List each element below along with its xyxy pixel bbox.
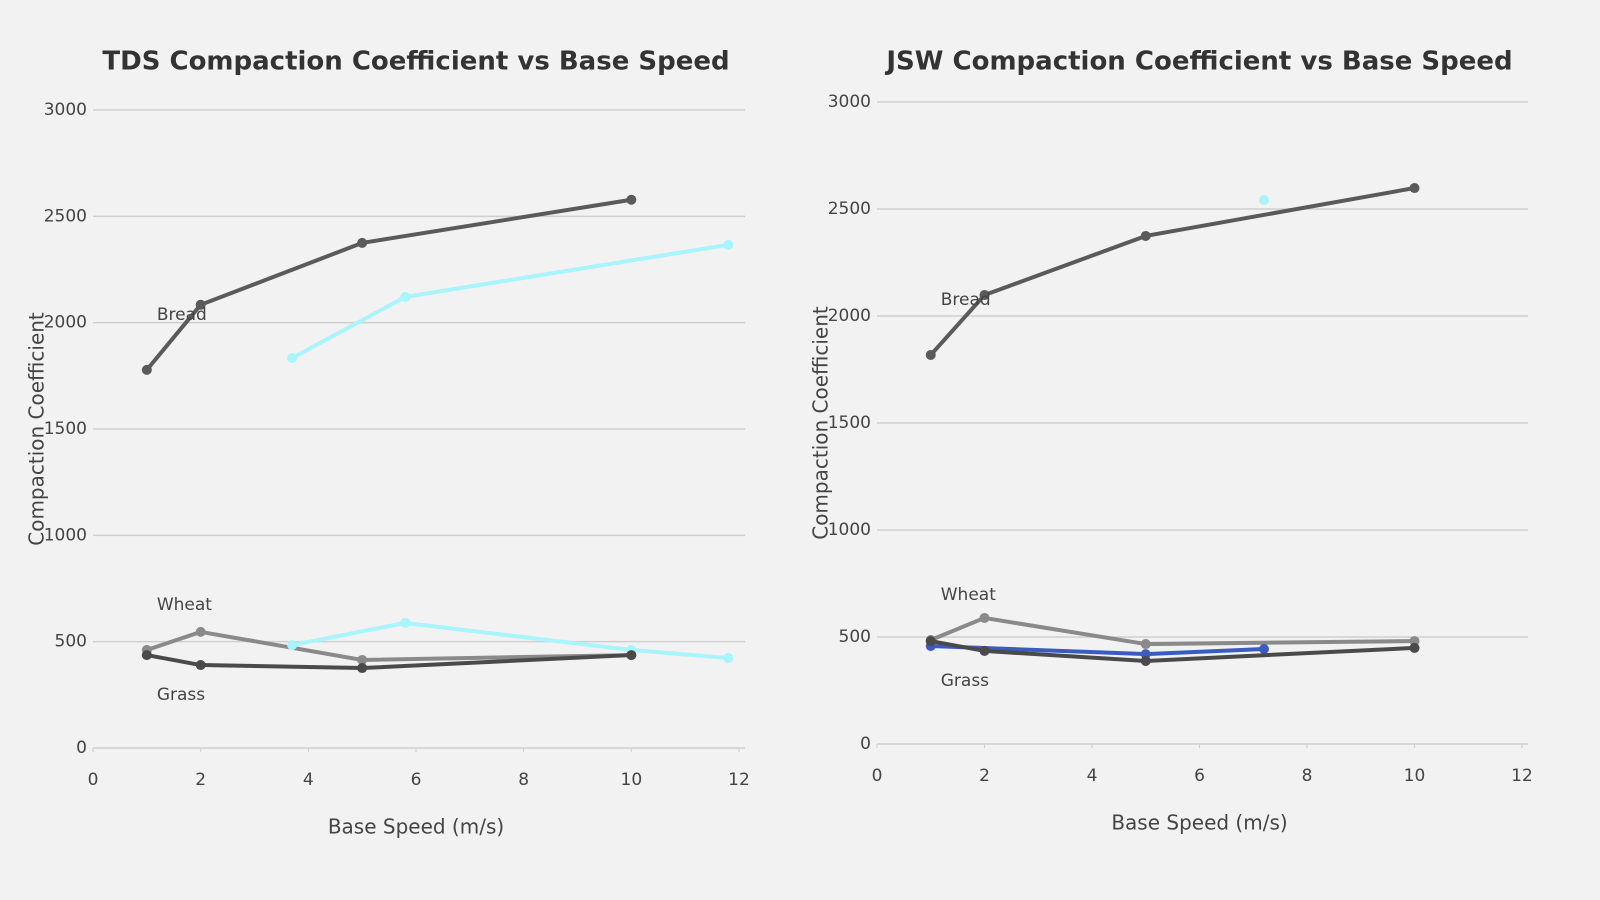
- x-tick-label: 0: [872, 766, 883, 786]
- point: [195, 660, 206, 671]
- x-tick-label: 12: [728, 770, 750, 790]
- point: [400, 291, 411, 302]
- series-line: [146, 653, 632, 671]
- point: [195, 299, 206, 310]
- series-label: Wheat: [941, 585, 996, 605]
- x-tick-label: 4: [1087, 766, 1098, 786]
- series-label: Wheat: [157, 595, 212, 615]
- y-tick-label: 1000: [44, 525, 87, 545]
- point: [195, 626, 206, 637]
- point: [979, 645, 990, 656]
- point: [1140, 639, 1151, 650]
- point: [723, 653, 734, 664]
- chart: TDS Compaction Coefficient vs Base Speed…: [25, 47, 750, 839]
- x-axis-title: Base Speed (m/s): [328, 815, 504, 839]
- y-tick-label: 1500: [828, 413, 871, 433]
- x-tick-label: 8: [518, 770, 529, 790]
- point: [1140, 230, 1151, 241]
- chart-title: TDS Compaction Coefficient vs Base Speed: [102, 47, 729, 77]
- x-tick-label: 2: [195, 770, 206, 790]
- y-tick-label: 2000: [44, 313, 87, 333]
- x-tick-label: 10: [1404, 766, 1426, 786]
- point: [1409, 183, 1420, 194]
- series-label: Grass: [157, 685, 205, 705]
- x-tick-label: 10: [621, 770, 643, 790]
- point: [1259, 643, 1269, 654]
- y-tick-label: 500: [839, 627, 871, 647]
- x-tick-label: 12: [1511, 766, 1533, 786]
- series-line: [930, 639, 1415, 663]
- chart-title: JSW Compaction Coefficient vs Base Speed: [884, 47, 1512, 77]
- point: [925, 636, 936, 647]
- y-tick-label: 1500: [44, 419, 87, 439]
- point: [357, 663, 368, 674]
- point: [1140, 649, 1151, 660]
- point: [141, 650, 152, 661]
- series-line: [929, 186, 1415, 357]
- y-tick-label: 1000: [828, 520, 871, 540]
- series-line: [291, 620, 729, 661]
- x-tick-label: 4: [303, 770, 314, 790]
- y-axis-title: Compaction Coefficient: [809, 306, 833, 540]
- y-tick-label: 3000: [828, 92, 871, 112]
- series-line: [291, 242, 729, 360]
- x-tick-label: 6: [411, 770, 422, 790]
- point: [979, 290, 990, 301]
- point: [1259, 195, 1269, 206]
- x-tick-label: 0: [88, 770, 99, 790]
- x-tick-label: 6: [1194, 766, 1205, 786]
- series-line: [146, 629, 632, 662]
- point: [400, 617, 411, 628]
- x-tick-label: 8: [1302, 766, 1313, 786]
- y-tick-label: 2000: [828, 306, 871, 326]
- point: [979, 612, 990, 623]
- chart: JSW Compaction Coefficient vs Base Speed…: [809, 47, 1533, 835]
- series-line: [929, 615, 1415, 647]
- x-axis-title: Base Speed (m/s): [1111, 811, 1287, 835]
- series-label: Grass: [941, 671, 989, 691]
- point: [357, 237, 368, 248]
- point: [357, 654, 368, 665]
- y-axis-title: Compaction Coefficient: [25, 312, 49, 546]
- y-tick-label: 2500: [44, 206, 87, 226]
- y-tick-label: 500: [55, 632, 87, 652]
- point: [1409, 636, 1420, 647]
- point: [1409, 642, 1420, 653]
- series-line: [145, 197, 632, 372]
- point: [626, 650, 637, 661]
- point: [626, 194, 637, 205]
- point: [141, 364, 152, 375]
- y-tick-label: 3000: [44, 100, 87, 120]
- x-tick-label: 2: [979, 766, 990, 786]
- point: [1140, 655, 1151, 666]
- y-tick-label: 0: [76, 738, 87, 758]
- y-tick-label: 2500: [828, 199, 871, 219]
- point: [925, 349, 936, 360]
- point: [287, 640, 298, 651]
- point: [287, 352, 298, 363]
- series-label: Bread: [157, 305, 207, 325]
- series-label: Bread: [941, 290, 991, 310]
- point: [723, 239, 734, 250]
- y-tick-label: 0: [860, 734, 871, 754]
